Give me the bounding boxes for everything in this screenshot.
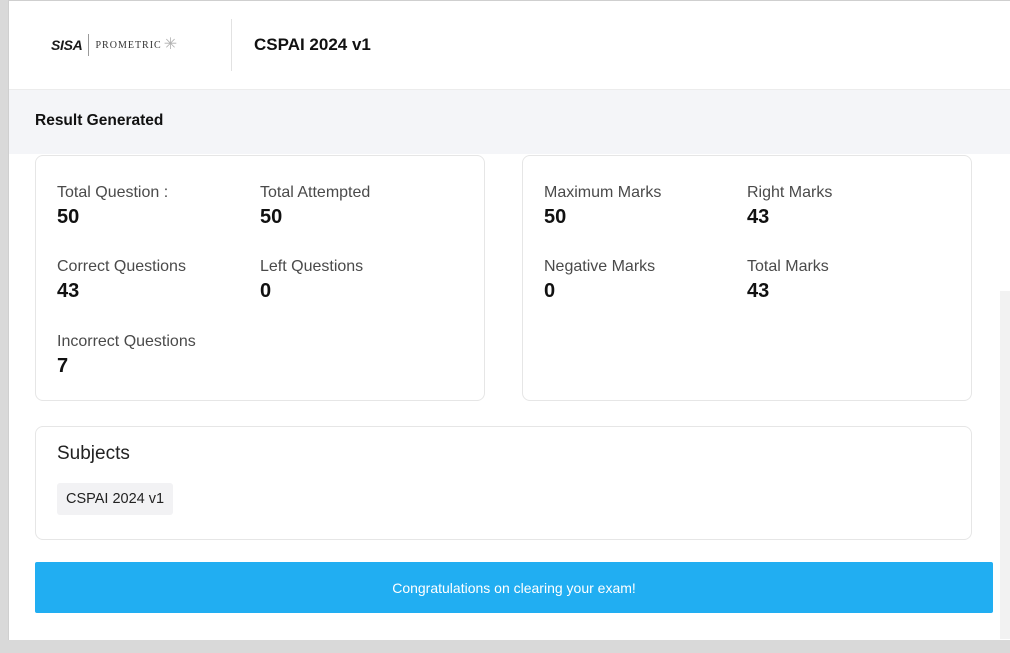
subjects-card: Subjects CSPAI 2024 v1 bbox=[35, 426, 972, 540]
stat-label: Correct Questions bbox=[57, 258, 186, 275]
stat-label: Negative Marks bbox=[544, 258, 656, 275]
exam-title: CSPAI 2024 v1 bbox=[254, 35, 371, 54]
stat-value: 0 bbox=[544, 280, 556, 302]
header-divider bbox=[231, 19, 232, 71]
result-status-title: Result Generated bbox=[35, 112, 164, 129]
header-bar: SISA PROMETRIC ✳ CSPAI 2024 v1 bbox=[9, 1, 1010, 90]
stat-right-marks: Right Marks 43 bbox=[747, 184, 832, 229]
stat-incorrect-questions: Incorrect Questions 7 bbox=[57, 333, 196, 378]
scrollbar-track[interactable] bbox=[1000, 291, 1010, 639]
stat-label: Left Questions bbox=[260, 258, 364, 275]
success-banner: Congratulations on clearing your exam! bbox=[35, 562, 993, 613]
banner-message: Congratulations on clearing your exam! bbox=[392, 579, 636, 596]
question-stats-card: Total Question : 50 Total Attempted 50 C… bbox=[35, 155, 485, 401]
stat-value: 7 bbox=[57, 355, 69, 377]
stat-total-question: Total Question : 50 bbox=[57, 184, 168, 229]
stat-correct-questions: Correct Questions 43 bbox=[57, 258, 186, 303]
starburst-icon: ✳ bbox=[163, 36, 178, 53]
stat-label: Incorrect Questions bbox=[57, 333, 196, 350]
stat-value: 50 bbox=[260, 206, 283, 228]
exam-result-window: SISA PROMETRIC ✳ CSPAI 2024 v1 Result Ge… bbox=[8, 0, 1010, 640]
stat-total-attempted: Total Attempted 50 bbox=[260, 184, 370, 229]
marks-stats-card: Maximum Marks 50 Right Marks 43 Negative… bbox=[522, 155, 972, 401]
stat-label: Right Marks bbox=[747, 184, 833, 201]
stat-label: Total Attempted bbox=[260, 184, 371, 201]
logo-sisa-text: SISA bbox=[51, 37, 83, 53]
sisa-prometric-logo: SISA PROMETRIC ✳ bbox=[51, 29, 177, 61]
stat-label: Maximum Marks bbox=[544, 184, 662, 201]
stat-value: 50 bbox=[544, 206, 567, 228]
stat-label: Total Marks bbox=[747, 258, 829, 275]
stat-maximum-marks: Maximum Marks 50 bbox=[544, 184, 661, 229]
stat-negative-marks: Negative Marks 0 bbox=[544, 258, 655, 303]
stat-value: 50 bbox=[57, 206, 80, 228]
stat-value: 43 bbox=[747, 280, 770, 302]
stat-value: 43 bbox=[57, 280, 80, 302]
subject-chip: CSPAI 2024 v1 bbox=[57, 483, 174, 515]
stat-value: 0 bbox=[260, 280, 272, 302]
logo-prometric-text: PROMETRIC bbox=[95, 39, 162, 51]
logo-divider bbox=[88, 34, 90, 56]
subjects-title: Subjects bbox=[57, 443, 130, 464]
stat-total-marks: Total Marks 43 bbox=[747, 258, 829, 303]
result-subheader: Result Generated bbox=[9, 90, 1010, 154]
stat-label: Total Question : bbox=[57, 184, 169, 201]
stat-value: 43 bbox=[747, 206, 770, 228]
stat-left-questions: Left Questions 0 bbox=[260, 258, 363, 303]
